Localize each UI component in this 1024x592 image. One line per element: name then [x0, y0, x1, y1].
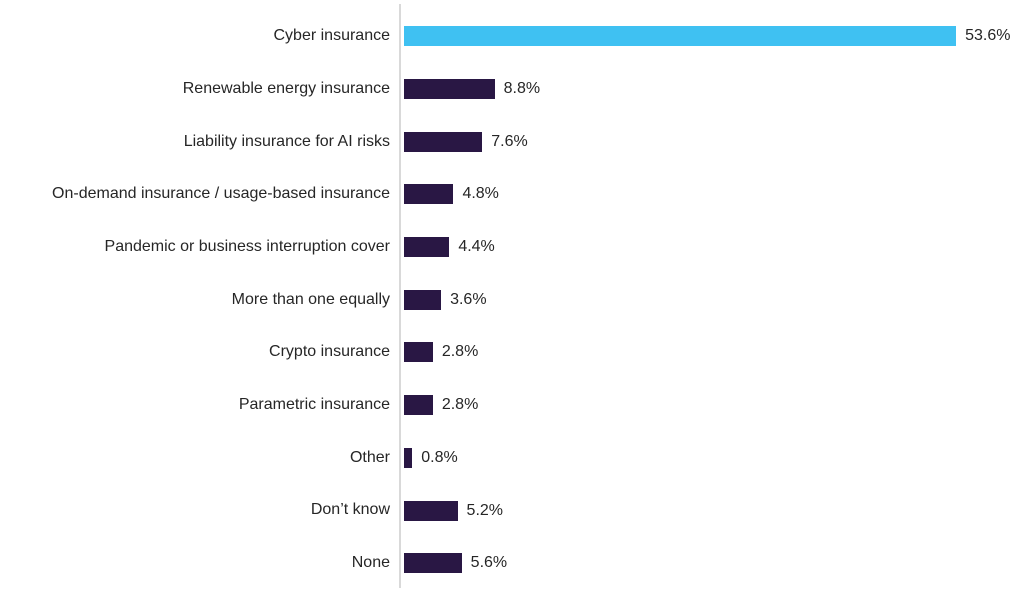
bar-crypto-insurance: [404, 342, 433, 363]
bar-parametric-insurance: [404, 395, 433, 416]
bar-renewable-energy-insurance: [404, 79, 495, 100]
chart-row-crypto-insurance: Crypto insurance 2.8%: [0, 326, 1024, 379]
plot-area: 5.2%: [404, 484, 503, 537]
chart-rows: Cyber insurance 53.6% Renewable energy ins…: [0, 10, 1024, 590]
plot-area: 2.8%: [404, 379, 478, 432]
category-label-renewable-energy-insurance: Renewable energy insurance: [182, 79, 390, 97]
value-label-on-demand-insurance-usage-based-insurance: 4.8%: [462, 185, 499, 203]
bar-other: [404, 447, 413, 468]
value-label-more-than-one-equally: 3.6%: [450, 290, 487, 308]
value-label-none: 5.6%: [470, 554, 508, 572]
category-label-don-t-know: Don’t know: [310, 501, 390, 519]
plot-area: 4.4%: [404, 221, 495, 274]
plot-area: 2.8%: [404, 326, 478, 379]
bar-pandemic-or-business-interruption-cover: [404, 237, 450, 258]
category-label-crypto-insurance: Crypto insurance: [269, 343, 390, 361]
chart-row-pandemic-or-business-interruption-cover: Pandemic or business interruption cover 4…: [0, 221, 1024, 274]
category-label-more-than-one-equally: More than one equally: [231, 290, 390, 308]
bar-cyber-insurance: [404, 26, 957, 47]
value-label-don-t-know: 5.2%: [466, 501, 504, 519]
bar-liability-insurance-for-ai-risks: [404, 131, 483, 152]
bar-don-t-know: [404, 500, 458, 521]
category-label-on-demand-insurance-usage-based-insurance: On-demand insurance / usage-based insura…: [52, 185, 390, 203]
category-label-none: None: [351, 554, 390, 572]
category-label-other: Other: [349, 448, 390, 466]
plot-area: 7.6%: [404, 115, 528, 168]
plot-area: 3.6%: [404, 273, 487, 326]
bar-none: [404, 553, 462, 574]
bar-on-demand-insurance-usage-based-insurance: [404, 184, 454, 205]
value-label-cyber-insurance: 53.6%: [965, 27, 1011, 45]
category-label-parametric-insurance: Parametric insurance: [238, 395, 390, 413]
chart-row-other: Other 0.8%: [0, 432, 1024, 485]
chart-row-renewable-energy-insurance: Renewable energy insurance 8.8%: [0, 63, 1024, 116]
plot-area: 8.8%: [404, 63, 540, 116]
value-label-other: 0.8%: [421, 448, 458, 466]
chart-row-parametric-insurance: Parametric insurance 2.8%: [0, 379, 1024, 432]
chart-row-more-than-one-equally: More than one equally 3.6%: [0, 273, 1024, 326]
category-label-cyber-insurance: Cyber insurance: [273, 27, 391, 45]
bar-more-than-one-equally: [404, 289, 442, 310]
category-label-pandemic-or-business-interruption-cover: Pandemic or business interruption cover: [104, 237, 390, 255]
plot-area: 4.8%: [404, 168, 499, 221]
plot-area: 53.6%: [404, 10, 1010, 63]
value-label-liability-insurance-for-ai-risks: 7.6%: [491, 132, 528, 150]
y-axis-line: [399, 4, 401, 588]
value-label-renewable-energy-insurance: 8.8%: [503, 80, 541, 98]
plot-area: 5.6%: [404, 537, 507, 590]
value-label-crypto-insurance: 2.8%: [441, 343, 479, 361]
plot-area: 0.8%: [404, 432, 458, 485]
chart-row-on-demand-insurance-usage-based-insurance: On-demand insurance / usage-based insura…: [0, 168, 1024, 221]
chart-row-don-t-know: Don’t know 5.2%: [0, 484, 1024, 537]
category-label-liability-insurance-for-ai-risks: Liability insurance for AI risks: [183, 132, 390, 150]
chart-row-liability-insurance-for-ai-risks: Liability insurance for AI risks 7.6%: [0, 115, 1024, 168]
value-label-pandemic-or-business-interruption-cover: 4.4%: [458, 238, 495, 256]
value-label-parametric-insurance: 2.8%: [441, 396, 479, 414]
chart-row-none: None 5.6%: [0, 537, 1024, 590]
chart-row-cyber-insurance: Cyber insurance 53.6%: [0, 10, 1024, 63]
